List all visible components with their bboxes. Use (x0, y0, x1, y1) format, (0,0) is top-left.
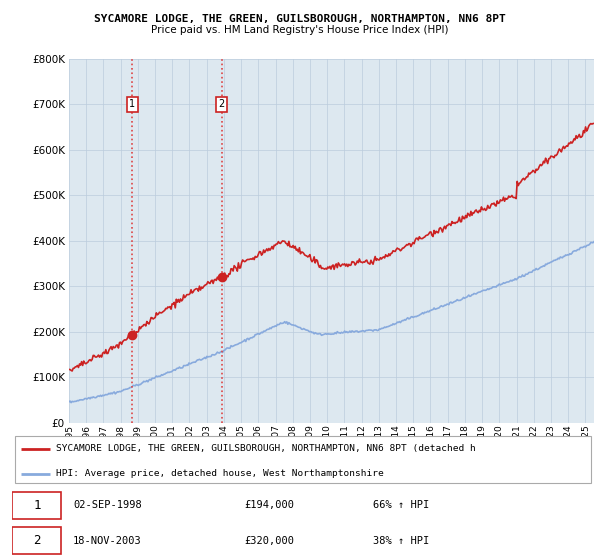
FancyBboxPatch shape (15, 436, 591, 483)
Text: SYCAMORE LODGE, THE GREEN, GUILSBOROUGH, NORTHAMPTON, NN6 8PT: SYCAMORE LODGE, THE GREEN, GUILSBOROUGH,… (94, 14, 506, 24)
Text: £320,000: £320,000 (245, 536, 295, 545)
Text: 38% ↑ HPI: 38% ↑ HPI (373, 536, 429, 545)
Text: 2: 2 (219, 99, 225, 109)
FancyBboxPatch shape (12, 528, 61, 554)
Text: 66% ↑ HPI: 66% ↑ HPI (373, 501, 429, 510)
Text: Price paid vs. HM Land Registry's House Price Index (HPI): Price paid vs. HM Land Registry's House … (151, 25, 449, 35)
Text: 02-SEP-1998: 02-SEP-1998 (73, 501, 142, 510)
Text: 1: 1 (129, 99, 135, 109)
Text: SYCAMORE LODGE, THE GREEN, GUILSBOROUGH, NORTHAMPTON, NN6 8PT (detached h: SYCAMORE LODGE, THE GREEN, GUILSBOROUGH,… (56, 445, 475, 454)
FancyBboxPatch shape (12, 492, 61, 519)
Text: 1: 1 (33, 499, 41, 512)
Text: 2: 2 (33, 534, 41, 547)
Text: 18-NOV-2003: 18-NOV-2003 (73, 536, 142, 545)
Text: £194,000: £194,000 (245, 501, 295, 510)
Text: HPI: Average price, detached house, West Northamptonshire: HPI: Average price, detached house, West… (56, 469, 383, 478)
